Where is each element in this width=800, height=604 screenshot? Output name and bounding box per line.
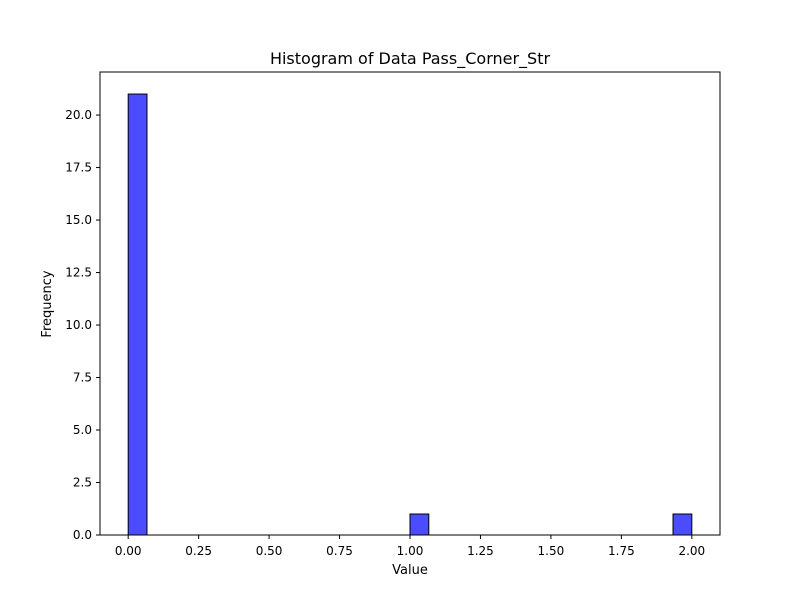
y-tick-label: 17.5 (65, 161, 92, 175)
y-axis-label: Frequency (40, 270, 55, 337)
histogram-bar (127, 93, 148, 536)
x-ticks-layer: 0.00 0.25 0.50 0.75 1.00 1.25 1.50 1.75 2.00 (115, 535, 705, 558)
y-tick-label: 20.0 (65, 108, 92, 122)
bars-layer (127, 93, 693, 536)
x-tick-label: 0.00 (115, 544, 142, 558)
x-tick-label: 0.25 (185, 544, 212, 558)
histogram-bar (672, 513, 693, 536)
y-tick-label: 15.0 (65, 213, 92, 227)
y-tick-label: 7.5 (73, 371, 92, 385)
x-axis-label: Value (392, 563, 428, 578)
plot-frame (99, 71, 721, 536)
y-tick-label: 5.0 (73, 423, 92, 437)
y-tick-label: 10.0 (65, 318, 92, 332)
x-tick-label: 1.00 (397, 544, 424, 558)
x-tick-label: 2.00 (678, 544, 705, 558)
y-ticks-layer: 0.0 2.5 5.0 7.5 10.0 12.5 15.0 17.5 20.0 (65, 108, 100, 542)
y-tick-label: 12.5 (65, 266, 92, 280)
x-tick-label: 1.50 (538, 544, 565, 558)
chart-title: Histogram of Data Pass_Corner_Str (270, 49, 551, 69)
histogram-bar (409, 513, 430, 536)
x-tick-label: 1.25 (467, 544, 494, 558)
x-tick-label: 1.75 (608, 544, 635, 558)
y-tick-label: 2.5 (73, 476, 92, 490)
x-tick-label: 0.75 (326, 544, 353, 558)
x-tick-label: 0.50 (256, 544, 283, 558)
y-tick-label: 0.0 (73, 528, 92, 542)
